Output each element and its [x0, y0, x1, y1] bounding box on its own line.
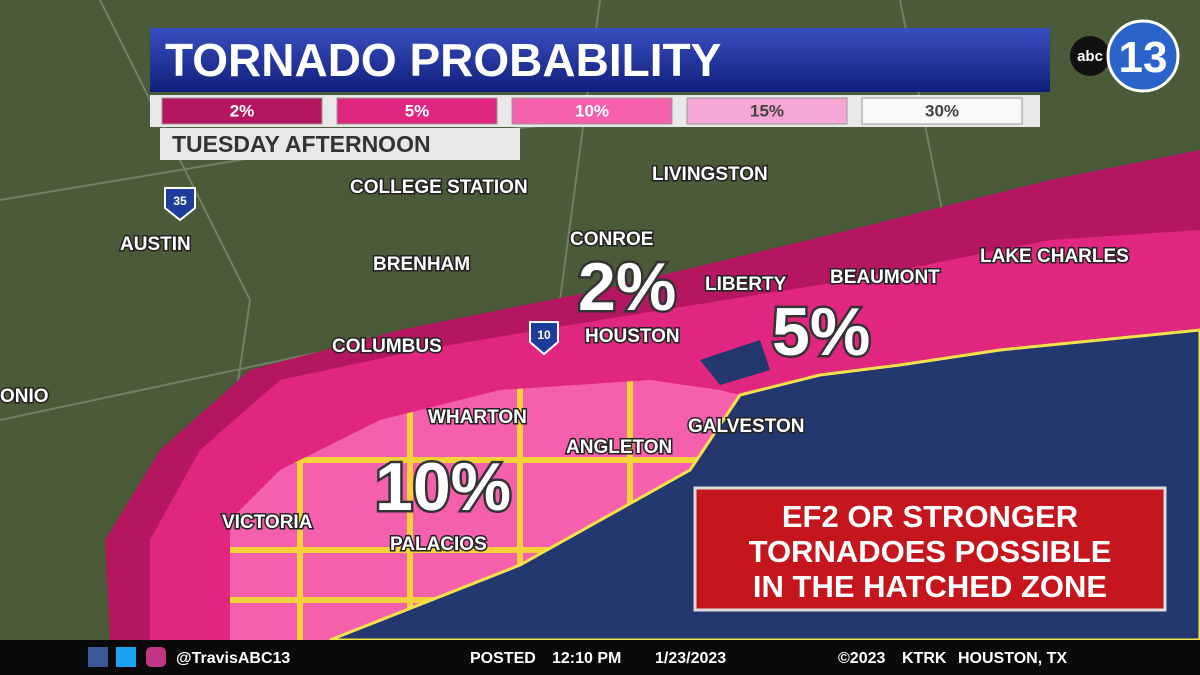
legend-swatch: [336, 97, 498, 125]
logo-channel: 13: [1119, 33, 1168, 82]
city-label: HOUSTON: [585, 326, 680, 347]
city-label: COLUMBUS: [332, 336, 442, 357]
city-label: LIVINGSTON: [652, 164, 768, 185]
location: HOUSTON, TX: [958, 650, 1067, 667]
legend-label: 10%: [575, 101, 609, 120]
legend-swatch: [161, 97, 323, 125]
highway-label: 10: [537, 328, 551, 342]
posted: POSTED: [470, 650, 536, 667]
legend-label: 15%: [750, 101, 784, 120]
logo-abc: [1070, 36, 1110, 76]
city-label: ONIO: [0, 386, 49, 407]
notice-line: IN THE HATCHED ZONE: [753, 569, 1107, 604]
subtitle-box: [160, 128, 520, 160]
copyright: ©2023: [838, 650, 885, 667]
bay: [700, 340, 770, 385]
subtitle: TUESDAY AFTERNOON: [172, 131, 431, 157]
zone-label: 5%: [772, 294, 870, 370]
station: KTRK: [902, 650, 947, 667]
notice-line: EF2 OR STRONGER: [782, 499, 1078, 534]
legend-label: 30%: [925, 101, 959, 120]
city-label: BRENHAM: [373, 254, 470, 275]
time: 12:10 PM: [552, 650, 621, 667]
legend-swatch: [861, 97, 1023, 125]
city-label: GALVESTON: [688, 416, 804, 437]
facebook-icon: [88, 647, 108, 667]
instagram-icon: [146, 647, 166, 667]
title-banner: [150, 28, 1050, 92]
city-label: PALACIOS: [390, 534, 487, 555]
city-label: AUSTIN: [120, 234, 191, 255]
city-label: COLLEGE STATION: [350, 177, 528, 198]
legend: 2% 5% 10% 15% 30%: [161, 97, 1023, 125]
notice-line: TORNADOES POSSIBLE: [749, 534, 1112, 569]
footer: [0, 640, 1200, 675]
highway-label: 35: [173, 194, 187, 208]
legend-swatch: [511, 97, 673, 125]
city-label: VICTORIA: [222, 512, 313, 533]
legend-label: 5%: [405, 101, 430, 120]
city-label: LIBERTY: [705, 274, 787, 295]
title: TORNADO PROBABILITY: [165, 34, 721, 86]
legend-label: 2%: [230, 101, 255, 120]
logo-network: abc: [1077, 48, 1103, 65]
twitter-icon: [116, 647, 136, 667]
city-label: ANGLETON: [566, 437, 672, 458]
city-labels: COLLEGE STATION LIVINGSTON AUSTIN CONROE BRE…: [0, 163, 1130, 557]
shield: [164, 187, 196, 222]
zone-label: 2%: [578, 249, 676, 325]
legend-swatch: [686, 97, 848, 125]
city-label: BEAUMONT: [830, 267, 940, 288]
city-label: LAKE CHARLES: [980, 246, 1129, 267]
city-label: CONROE: [570, 229, 653, 250]
date: 1/23/2023: [655, 650, 726, 667]
handle: @TravisABC13: [176, 650, 290, 667]
logo-circle: [1106, 19, 1180, 93]
zone-label: 10%: [375, 449, 511, 525]
city-label: WHARTON: [428, 407, 527, 428]
shield: [529, 321, 559, 356]
notice-box: [693, 486, 1167, 612]
